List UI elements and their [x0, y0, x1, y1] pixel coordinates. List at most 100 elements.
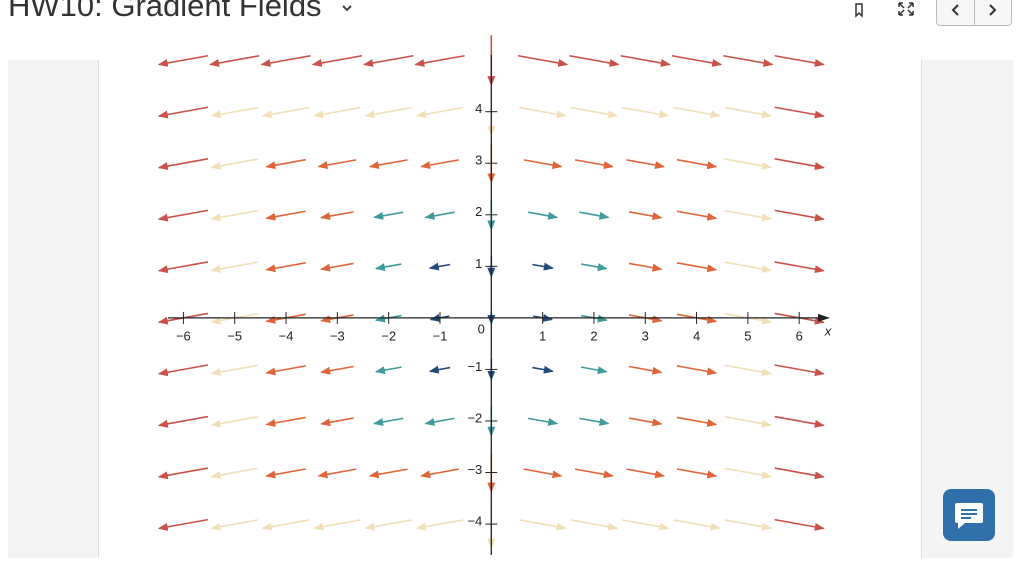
- fullscreen-icon[interactable]: [896, 0, 916, 18]
- vector-arrow: [210, 519, 258, 531]
- vector-arrow: [574, 468, 614, 479]
- vector-arrow: [523, 159, 563, 169]
- x-axis-arrow: [818, 313, 830, 322]
- vector-arrow: [628, 211, 663, 221]
- vector-arrow: [774, 54, 825, 67]
- x-tick-label: 4: [693, 328, 700, 343]
- vector-arrow: [628, 262, 663, 272]
- vector-arrow: [320, 211, 354, 221]
- vector-arrow: [210, 106, 258, 119]
- vector-arrow: [374, 366, 402, 375]
- vector-arrow: [265, 210, 306, 221]
- vector-arrow: [265, 468, 306, 479]
- vector-arrow: [774, 467, 825, 480]
- vector-arrow: [368, 468, 408, 479]
- vector-arrow: [415, 519, 464, 531]
- vector-arrow: [157, 364, 209, 377]
- vector-arrow: [210, 261, 258, 273]
- x-tick-label: −3: [330, 328, 345, 343]
- vector-arrow: [626, 159, 666, 169]
- vector-arrow: [428, 262, 451, 271]
- vector-arrow: [570, 106, 619, 119]
- vector-arrow: [265, 158, 306, 170]
- vector-arrow: [260, 54, 311, 67]
- x-tick-label: 6: [796, 328, 803, 343]
- x-tick-label: −2: [381, 328, 396, 343]
- vector-arrow: [581, 263, 608, 271]
- vector-arrow: [373, 211, 404, 220]
- vector-arrow: [519, 106, 567, 119]
- vector-arrow: [676, 365, 718, 376]
- vector-arrow: [574, 159, 614, 169]
- vector-arrow: [676, 262, 718, 273]
- vector-arrow: [676, 158, 718, 170]
- x-tick-label: −4: [279, 328, 294, 343]
- vector-arrow: [420, 468, 459, 479]
- vector-arrow: [519, 519, 567, 531]
- vector-arrow: [673, 519, 721, 531]
- vector-arrow: [527, 211, 559, 220]
- vector-arrow: [311, 54, 363, 67]
- vector-arrow: [157, 158, 209, 171]
- vector-arrow: [569, 54, 620, 67]
- bookmark-icon[interactable]: [852, 2, 866, 18]
- vector-arrow: [424, 211, 455, 220]
- vector-arrow: [724, 416, 773, 428]
- vector-arrow: [157, 54, 209, 67]
- vector-arrow: [261, 106, 310, 119]
- vector-arrow: [363, 54, 414, 67]
- vector-arrow: [265, 365, 306, 376]
- y-tick-label: −2: [467, 410, 482, 425]
- vector-arrow: [313, 519, 361, 531]
- x-tick-label: 5: [744, 328, 751, 343]
- vector-arrow: [373, 417, 404, 426]
- vector-arrow: [210, 158, 258, 170]
- vector-arrow: [628, 417, 663, 427]
- right-panel: [921, 60, 1013, 558]
- dropdown-icon[interactable]: [340, 1, 354, 15]
- vector-arrow: [774, 158, 825, 171]
- vector-arrow: [424, 417, 455, 426]
- vector-arrow: [774, 209, 825, 222]
- vector-arrow: [313, 106, 361, 119]
- vector-arrow: [364, 106, 412, 119]
- x-tick-label: 2: [590, 328, 597, 343]
- vector-arrow: [724, 209, 773, 222]
- vector-arrow: [157, 415, 209, 428]
- vector-arrow: [428, 365, 451, 374]
- x-tick-label: −6: [176, 328, 191, 343]
- vector-arrow: [364, 519, 412, 531]
- vector-arrow: [527, 417, 559, 426]
- vector-arrow: [724, 467, 773, 480]
- chat-button[interactable]: [943, 489, 995, 541]
- vector-arrow: [157, 106, 209, 119]
- origin-label: 0: [478, 321, 485, 336]
- y-tick-label: 1: [475, 256, 482, 271]
- vector-arrow: [320, 262, 354, 272]
- next-button[interactable]: [975, 0, 1011, 25]
- vector-arrow: [157, 209, 209, 222]
- vector-arrow: [581, 366, 608, 375]
- vector-arrow: [579, 211, 610, 220]
- vector-arrow: [724, 519, 773, 531]
- vector-arrow: [676, 416, 718, 427]
- vector-arrow: [620, 54, 671, 67]
- vector-arrow: [774, 415, 825, 428]
- title-text: HW10: Gradient Fields: [8, 0, 322, 23]
- vector-arrow: [724, 106, 773, 119]
- vector-arrow: [532, 262, 554, 271]
- vector-arrow: [157, 261, 209, 274]
- x-tick-label: 3: [642, 328, 649, 343]
- vector-arrow: [317, 159, 357, 169]
- vector-arrow: [676, 468, 718, 479]
- y-tick-label: 3: [475, 153, 482, 168]
- prev-button[interactable]: [937, 0, 974, 25]
- x-tick-label: −5: [227, 328, 242, 343]
- vector-arrow: [420, 159, 459, 169]
- vector-arrow: [774, 261, 825, 274]
- x-axis-label: x: [824, 323, 832, 338]
- vector-arrow: [523, 468, 563, 479]
- vector-arrow: [628, 365, 663, 375]
